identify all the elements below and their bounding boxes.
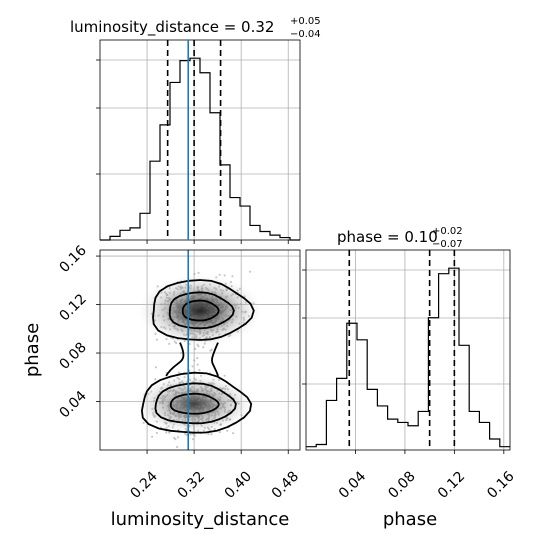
hist-phase-panel: 0.04 0.08 0.12 0.16 (302, 249, 518, 502)
contour-bridge-right (211, 342, 219, 377)
phase-xtick-label: 0.12 (435, 468, 468, 501)
joint-density-panel: 0.24 0.32 0.40 0.48 0.04 0.08 0.12 0.16 (56, 242, 302, 501)
phase-ytick-label: 0.08 (56, 340, 89, 373)
title-phase-upper: +0.02 (432, 226, 463, 237)
phase-ytick-label: 0.16 (56, 242, 89, 275)
ylabel-phase: phase (22, 323, 43, 377)
hist-ld-histogram (100, 57, 300, 241)
hist-luminosity-distance-panel (96, 39, 301, 244)
contour-bridge-left (165, 342, 185, 377)
xlabel-luminosity-distance: luminosity_distance (111, 509, 290, 530)
ld-xtick-label: 0.32 (175, 468, 208, 501)
xlabel-phase: phase (383, 509, 437, 530)
phase-ytick-label: 0.12 (56, 291, 89, 324)
joint-contours (140, 279, 255, 434)
density-mode-upper (138, 274, 262, 347)
hist-phase-frame (305, 249, 511, 451)
contour-upper (152, 279, 255, 341)
joint-frame (99, 249, 301, 451)
hist-phase-histogram (306, 267, 510, 448)
phase-xtick-label: 0.04 (336, 468, 369, 501)
contour-lower (140, 371, 253, 434)
hist-ld-frame (99, 39, 301, 241)
joint-density-layer (134, 270, 262, 449)
ld-xtick-label: 0.40 (222, 468, 255, 501)
contour-lower (154, 382, 237, 425)
ld-xtick-label: 0.24 (128, 468, 161, 501)
contour-lower (169, 392, 220, 415)
phase-ytick-label: 0.04 (56, 388, 89, 421)
phase-xtick-label: 0.16 (484, 468, 517, 501)
contour-upper (168, 291, 235, 330)
contour-upper (181, 299, 220, 322)
title-luminosity-distance-lower: −0.04 (290, 29, 321, 40)
title-luminosity-distance: luminosity_distance = 0.32 (70, 18, 274, 37)
ld-xtick-label: 0.48 (269, 468, 302, 501)
phase-xtick-label: 0.08 (385, 468, 418, 501)
title-phase: phase = 0.10 (337, 228, 438, 246)
title-luminosity-distance-upper: +0.05 (290, 16, 321, 27)
title-phase-lower: −0.07 (432, 239, 463, 250)
